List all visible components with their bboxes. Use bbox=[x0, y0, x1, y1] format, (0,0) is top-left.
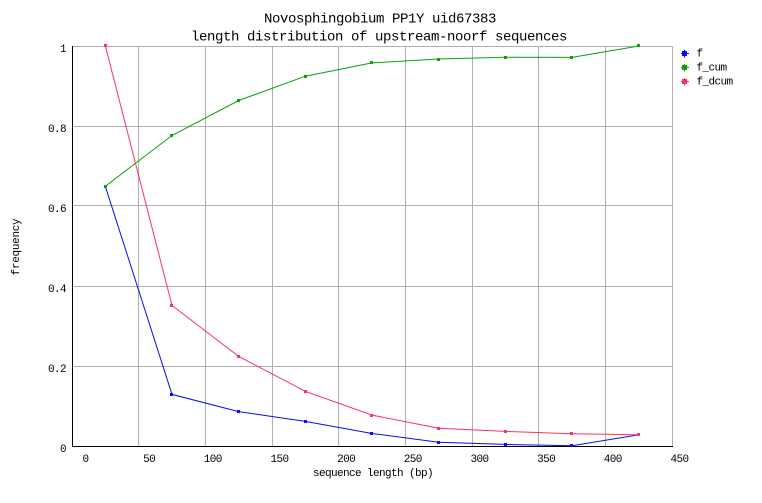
svg-text:250: 250 bbox=[404, 454, 422, 466]
svg-text:Novosphingobium PP1Y uid67383: Novosphingobium PP1Y uid67383 bbox=[264, 12, 496, 28]
svg-text:sequence length (bp): sequence length (bp) bbox=[313, 468, 433, 480]
svg-text:150: 150 bbox=[270, 454, 288, 466]
svg-text:0: 0 bbox=[60, 444, 66, 456]
svg-text:length distribution of upstrea: length distribution of upstream-noorf se… bbox=[191, 29, 567, 45]
svg-text:100: 100 bbox=[204, 454, 222, 466]
svg-text:0.4: 0.4 bbox=[48, 284, 67, 296]
svg-text:frequency: frequency bbox=[11, 218, 23, 275]
svg-text:0.8: 0.8 bbox=[48, 124, 66, 136]
svg-text:0.6: 0.6 bbox=[48, 204, 66, 216]
svg-text:300: 300 bbox=[470, 454, 488, 466]
svg-text:0: 0 bbox=[82, 454, 88, 466]
svg-text:200: 200 bbox=[337, 454, 355, 466]
svg-text:400: 400 bbox=[604, 454, 622, 466]
svg-text:0.2: 0.2 bbox=[48, 364, 66, 376]
svg-text:350: 350 bbox=[537, 454, 555, 466]
svg-text:50: 50 bbox=[143, 454, 155, 466]
svg-text:f: f bbox=[697, 49, 703, 61]
svg-text:f_dcum: f_dcum bbox=[697, 77, 734, 89]
svg-text:1: 1 bbox=[60, 44, 67, 56]
svg-text:450: 450 bbox=[670, 454, 688, 466]
svg-text:f_cum: f_cum bbox=[697, 63, 728, 75]
